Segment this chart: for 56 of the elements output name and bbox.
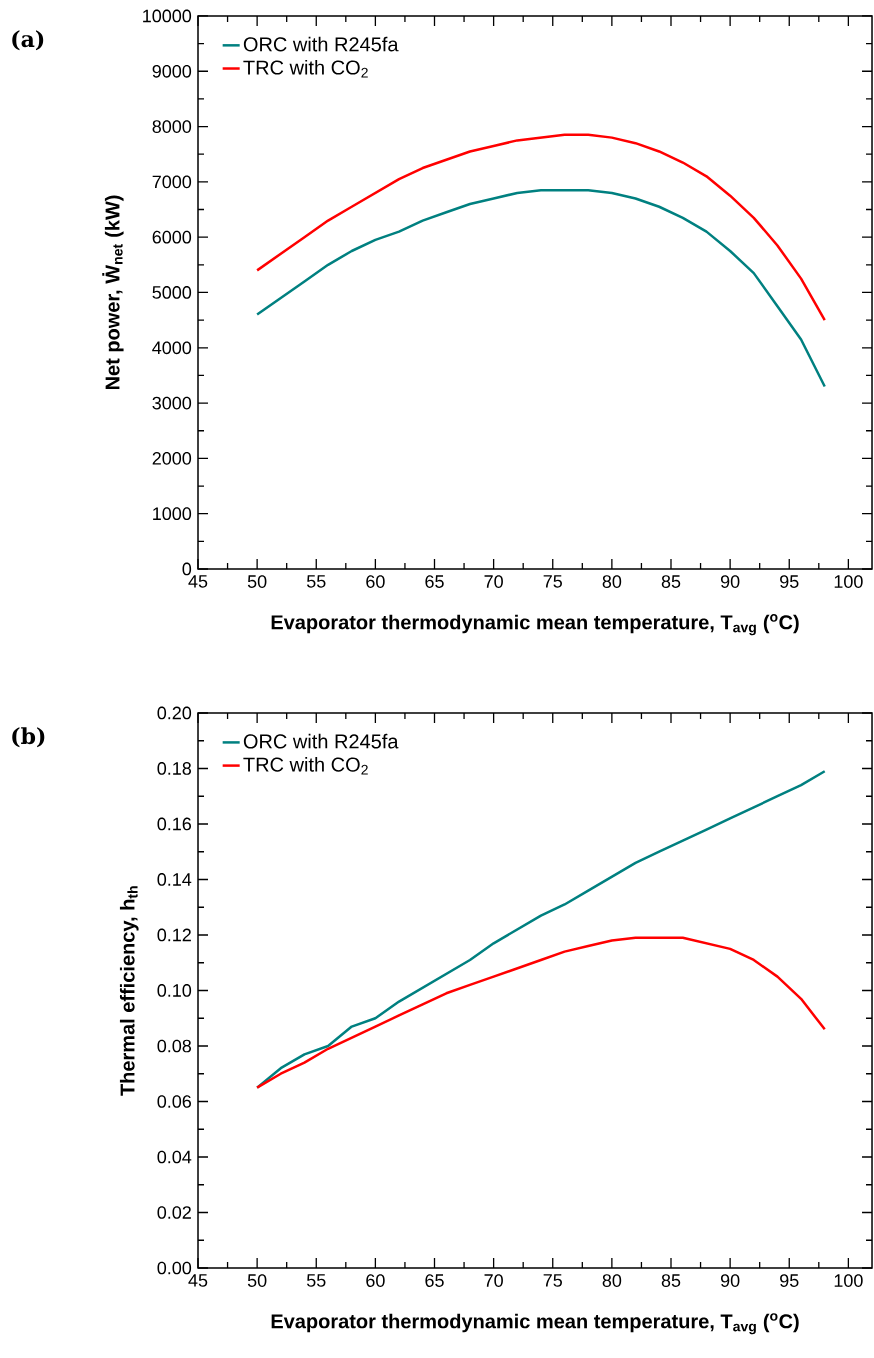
y-tick-label: 0.08 [157, 1039, 192, 1053]
x-tick-label: 45 [188, 575, 208, 588]
y-tick-label: 2000 [152, 452, 192, 465]
text: (a) [12, 30, 44, 51]
x-tick-label: 50 [247, 1274, 267, 1287]
y-tick-label: 0.00 [157, 1261, 192, 1275]
y-tick-label: 7000 [152, 175, 192, 189]
x-tick-label: 100 [834, 1274, 863, 1287]
y-tick-label: 5000 [152, 286, 192, 299]
x-tick-label: 60 [366, 575, 385, 588]
y-tick-label: 0.10 [157, 984, 192, 997]
y-tick-label: 10000 [143, 9, 192, 23]
x-tick-label: 85 [661, 1274, 681, 1287]
x-axis-title: Evaporator thermodynamic mean temperature, T$_{avg}$ ($^{o}$C) [271, 1313, 799, 1335]
x-tick-label: 55 [306, 575, 326, 588]
x-tick-label: 45 [188, 1274, 208, 1287]
y-tick-label: 3000 [152, 396, 192, 410]
y-tick-label: 4000 [152, 341, 192, 355]
y-tick-label: 0.14 [157, 873, 192, 886]
y-tick-label: 0.16 [157, 817, 192, 831]
x-axis-title: Evaporator thermodynamic mean temperature, T$_{avg}$ ($^{o}$C) [271, 614, 799, 636]
x-tick-label: 100 [834, 575, 863, 588]
y-tick-label: 9000 [152, 64, 192, 78]
y-axis-title: Net power, Ẇ$_{net}$ (kW) [102, 195, 124, 390]
x-tick-label: 60 [366, 1274, 385, 1287]
legend-label: ORC with R245fa [243, 36, 399, 52]
y-tick-label: 6000 [152, 230, 192, 244]
x-tick-label: 85 [661, 575, 681, 588]
x-tick-label: 50 [247, 575, 267, 588]
text: (b) [12, 727, 45, 748]
x-tick-label: 75 [543, 575, 562, 588]
y-tick-label: 1000 [153, 507, 192, 521]
x-tick-label: 65 [425, 1274, 444, 1287]
legend-label: TRC with CO$_{2}$ [243, 59, 368, 78]
y-tick-label: 8000 [152, 120, 192, 133]
x-tick-label: 65 [425, 575, 444, 588]
legend-label: ORC with R245fa [243, 733, 399, 749]
x-tick-label: 95 [780, 1274, 799, 1287]
x-tick-label: 70 [484, 575, 503, 588]
x-tick-label: 90 [720, 1274, 740, 1287]
y-tick-label: 0.12 [157, 928, 191, 942]
x-tick-label: 80 [602, 1274, 622, 1287]
x-tick-label: 95 [780, 575, 799, 588]
y-tick-label: 0.20 [157, 706, 192, 720]
x-tick-label: 70 [484, 1274, 503, 1287]
y-tick-label: 0.04 [157, 1150, 192, 1164]
x-tick-label: 90 [720, 575, 740, 588]
y-tick-label: 0.18 [157, 762, 192, 775]
x-tick-label: 55 [306, 1274, 326, 1287]
y-tick-label: 0.02 [157, 1206, 191, 1219]
y-tick-label: 0 [182, 562, 192, 576]
y-tick-label: 0.06 [157, 1095, 192, 1108]
x-tick-label: 75 [543, 1274, 562, 1287]
x-tick-label: 80 [602, 575, 622, 588]
y-axis-title: Thermal efficiency, h$_{th}$ [119, 886, 139, 1096]
legend-label: TRC with CO$_{2}$ [243, 756, 368, 775]
